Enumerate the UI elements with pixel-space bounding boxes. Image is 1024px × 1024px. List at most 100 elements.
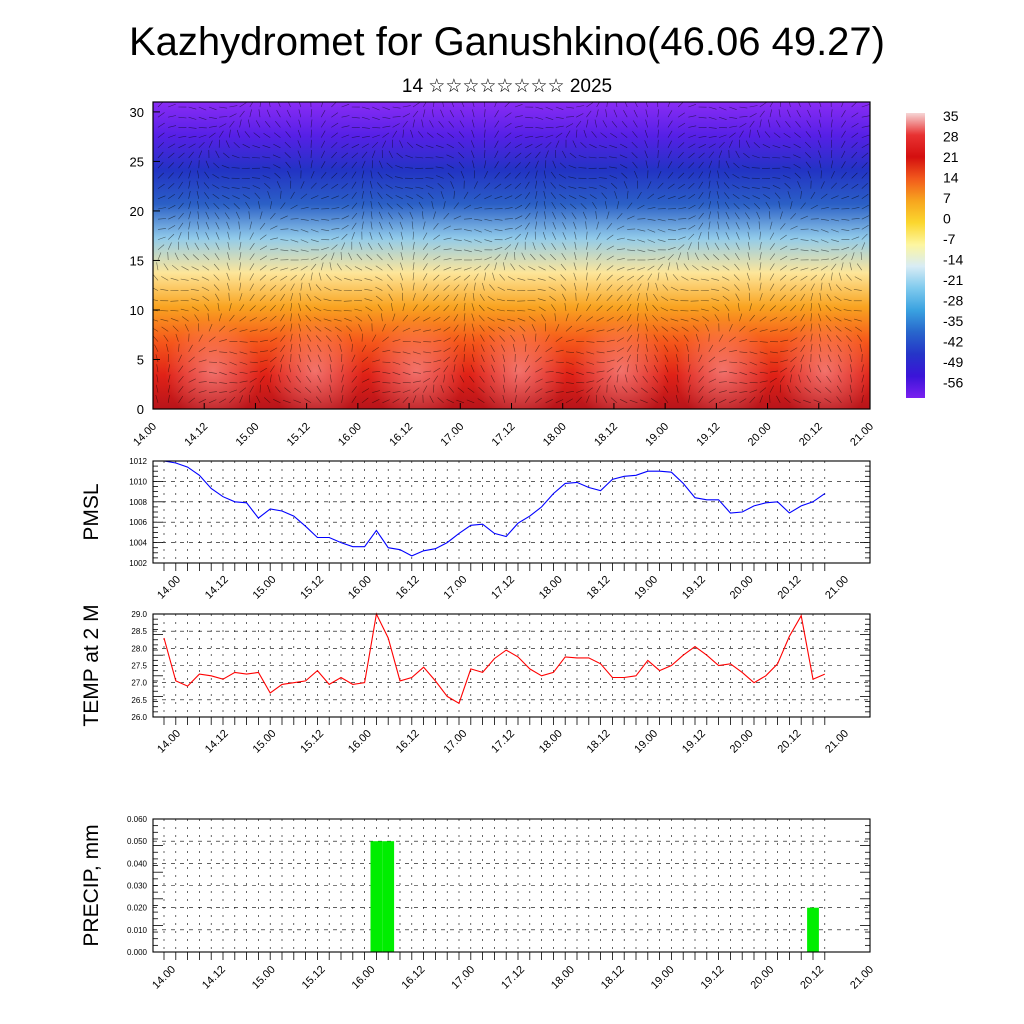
wind-barb <box>810 204 818 210</box>
wind-barb <box>601 192 608 199</box>
wind-barb <box>661 296 669 302</box>
wind-barb <box>708 397 716 404</box>
wind-barb <box>188 201 191 210</box>
wind-barb <box>543 201 546 210</box>
wind-barb <box>433 367 441 373</box>
wind-barb <box>626 324 632 332</box>
wind-barb <box>596 243 602 250</box>
wind-barb <box>484 263 490 271</box>
wind-barb <box>249 351 258 354</box>
wind-barb <box>386 274 393 281</box>
wind-barb <box>367 242 373 250</box>
wind-barb <box>652 304 659 312</box>
wind-barb <box>354 308 363 312</box>
wind-barb <box>290 274 297 281</box>
wind-barb <box>451 102 455 108</box>
wind-barb <box>759 272 762 281</box>
wind-barb <box>548 286 556 291</box>
wind-barb <box>616 237 625 240</box>
wind-barb <box>361 201 365 210</box>
wind-barb <box>317 364 322 373</box>
wind-barb <box>229 327 237 332</box>
wind-barb <box>388 150 393 159</box>
warm-cell <box>369 319 465 409</box>
wind-barb <box>453 190 455 199</box>
wind-barb <box>578 167 587 169</box>
wind-barb <box>361 127 370 129</box>
wind-barb <box>203 182 210 189</box>
wind-barb <box>574 252 577 261</box>
wind-barb <box>514 162 521 169</box>
wind-barb <box>818 333 822 342</box>
wind-barb <box>405 155 414 159</box>
wind-barb <box>637 218 646 220</box>
wind-barb <box>188 344 193 352</box>
wind-barb <box>615 102 618 108</box>
wind-barb <box>527 278 536 281</box>
wind-barb <box>524 354 529 363</box>
wind-barb <box>300 249 309 252</box>
wind-barb <box>402 351 411 355</box>
wind-barb <box>341 143 349 149</box>
wind-barb <box>198 370 207 373</box>
wind-barb <box>613 384 618 393</box>
wind-barb <box>647 181 652 189</box>
wind-barb <box>392 391 401 393</box>
wind-barb <box>769 273 775 281</box>
wind-barb <box>596 377 604 383</box>
wind-barb <box>290 267 299 271</box>
wind-barb <box>606 234 614 240</box>
wind-barb <box>831 218 840 222</box>
wind-barb <box>198 116 207 120</box>
wind-barb <box>249 385 254 393</box>
wind-barb <box>415 156 424 159</box>
y-axis-label: PRECIP, mm <box>80 824 103 946</box>
wind-barb <box>178 144 186 149</box>
wind-barb <box>571 212 577 220</box>
wind-barb <box>280 249 289 252</box>
wind-barb <box>834 296 842 302</box>
wind-barb <box>708 135 717 138</box>
wind-barb <box>670 318 679 322</box>
wind-barb <box>426 132 434 138</box>
wind-barb <box>623 110 628 118</box>
wind-barb <box>367 314 373 322</box>
wind-barb <box>310 239 319 243</box>
x-tick-label: 17.12 <box>499 964 527 992</box>
wind-barb <box>443 356 450 363</box>
wind-barb <box>564 303 567 312</box>
wind-barb <box>825 386 832 393</box>
wind-barb <box>637 343 639 352</box>
wind-barb <box>708 180 711 189</box>
wind-barb <box>780 234 787 240</box>
wind-barb <box>463 218 473 220</box>
wind-barb <box>665 272 669 281</box>
wind-barb <box>270 337 278 342</box>
wind-barb <box>736 232 740 240</box>
wind-barb <box>555 382 564 384</box>
wind-barb <box>819 292 822 301</box>
wind-barb <box>288 102 291 108</box>
wind-barb <box>555 336 563 342</box>
wind-barb <box>433 274 440 281</box>
wind-barb <box>453 303 458 312</box>
wind-barb <box>623 181 628 189</box>
wind-barb <box>197 211 200 220</box>
wind-barb <box>433 294 440 302</box>
wind-barb <box>800 202 806 210</box>
wind-barb <box>714 242 720 250</box>
x-tick-label: 20.00 <box>746 421 774 449</box>
wind-barb <box>188 388 196 393</box>
wind-barb <box>780 367 788 373</box>
wind-barb <box>718 347 726 353</box>
wind-barb <box>616 337 625 342</box>
wind-barb <box>800 190 802 199</box>
wind-barb <box>432 109 434 118</box>
wind-barb <box>545 371 554 373</box>
wind-barb <box>484 272 486 281</box>
wind-barb <box>304 398 312 404</box>
wind-barb <box>299 343 302 352</box>
wind-barb <box>298 323 302 332</box>
wind-barb <box>647 229 656 233</box>
